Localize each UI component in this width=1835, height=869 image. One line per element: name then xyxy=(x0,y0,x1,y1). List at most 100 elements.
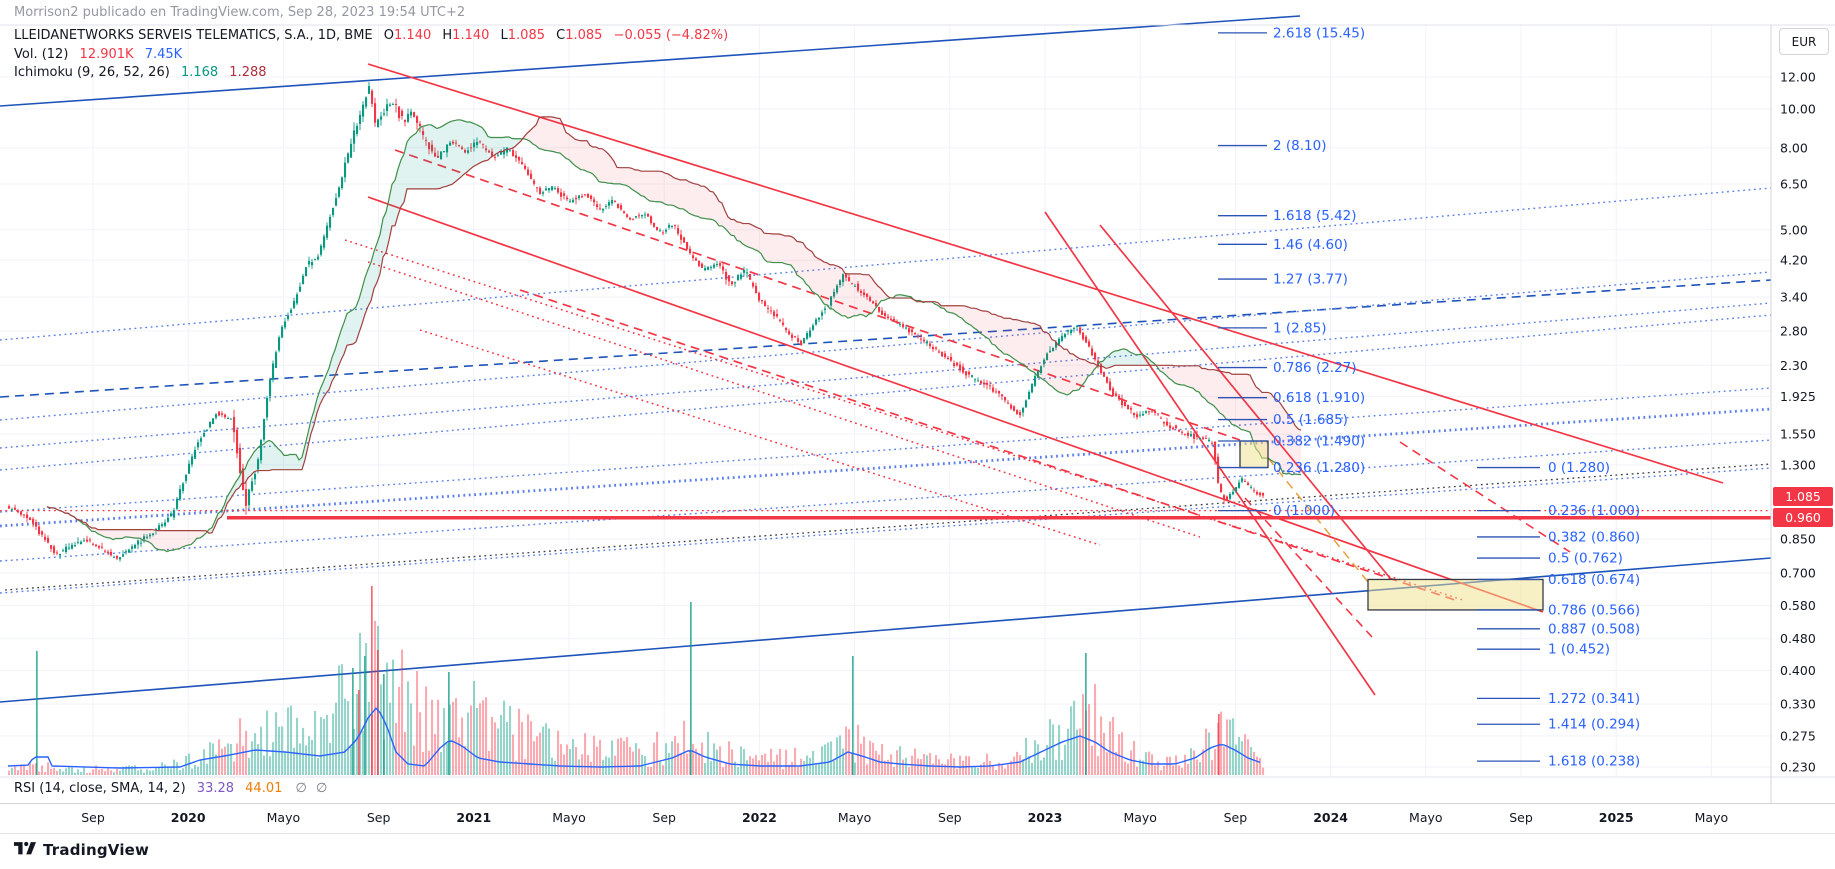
time-tick-label[interactable]: 2021 xyxy=(456,810,492,825)
red-dashed-steep-2[interactable] xyxy=(1399,441,1571,553)
tradingview-logo-icon[interactable] xyxy=(14,840,36,859)
fib-set-1-label[interactable]: 0 (1.000) xyxy=(1273,503,1335,519)
fib-set-1-label[interactable]: 0.236 (1.280) xyxy=(1273,460,1365,476)
price-tick-label[interactable]: 0.850 xyxy=(1780,531,1816,546)
price-tick-label[interactable]: 1.550 xyxy=(1780,427,1816,442)
fib-set-2-label[interactable]: 1 (0.452) xyxy=(1548,642,1610,658)
fib-set-2-label[interactable]: 0.786 (0.566) xyxy=(1548,602,1640,618)
time-tick-label[interactable]: Sep xyxy=(938,810,962,825)
breakdown-zone-box[interactable] xyxy=(1239,440,1269,469)
fan-8[interactable] xyxy=(0,467,1772,594)
fib-set-1-label[interactable]: 1 (2.85) xyxy=(1273,320,1326,336)
time-tick-label[interactable]: Mayo xyxy=(837,810,872,825)
fib-set-2-label[interactable]: 1.272 (0.341) xyxy=(1548,691,1640,707)
fib-set-2-label[interactable]: 0.236 (1.000) xyxy=(1548,503,1640,519)
red-dotted-2[interactable] xyxy=(367,261,1201,538)
time-tick-label[interactable]: Sep xyxy=(81,810,105,825)
time-tick-label[interactable]: 2023 xyxy=(1027,810,1063,825)
price-tick-label[interactable]: 6.50 xyxy=(1780,176,1808,191)
time-tick-label[interactable]: 2020 xyxy=(170,810,206,825)
fib-set-1-label[interactable]: 1.27 (3.77) xyxy=(1273,272,1348,288)
fan-2[interactable] xyxy=(0,271,1772,421)
time-tick-label[interactable]: Mayo xyxy=(266,810,301,825)
fib-set-1-label[interactable]: 2 (8.10) xyxy=(1273,138,1326,154)
symbol-title[interactable]: LLEIDANETWORKS SERVEIS TELEMATICS, S.A.,… xyxy=(14,28,373,43)
rsi-hide-icon-2[interactable]: ∅ xyxy=(315,781,328,796)
price-tick-label[interactable]: 0.275 xyxy=(1780,728,1816,743)
time-tick-label[interactable]: Mayo xyxy=(1409,810,1443,825)
price-tick-label[interactable]: 0.230 xyxy=(1780,760,1816,775)
red-channel-low[interactable] xyxy=(367,196,1544,613)
fib-set-1-label[interactable]: 0.786 (2.27) xyxy=(1273,360,1357,376)
volume-ma-line xyxy=(7,707,1261,769)
close-label: C1.085 xyxy=(556,28,603,43)
time-tick-label[interactable]: Sep xyxy=(1509,810,1533,825)
fib-set-2-label[interactable]: 0.382 (0.860) xyxy=(1548,529,1640,545)
ichimoku-label[interactable]: Ichimoku (9, 26, 52, 26) xyxy=(14,65,170,80)
boxes-layer[interactable] xyxy=(1239,440,1544,611)
time-tick-label[interactable]: Sep xyxy=(1223,810,1248,825)
volume-spike xyxy=(36,651,38,775)
tan-dashed-connector[interactable] xyxy=(1267,457,1369,583)
price-tick-label[interactable]: 1.300 xyxy=(1780,457,1816,472)
price-tick-label[interactable]: 5.00 xyxy=(1780,222,1808,237)
red-dashed-steep-1[interactable] xyxy=(1244,497,1373,638)
price-tick-label[interactable]: 0.480 xyxy=(1780,631,1816,646)
red-dotted-1[interactable] xyxy=(344,239,1464,601)
fib-set-1-label[interactable]: 0.618 (1.910) xyxy=(1273,390,1365,406)
time-tick-label[interactable]: Sep xyxy=(366,810,391,825)
fib-set-1-label[interactable]: 0.382 (1.490) xyxy=(1273,434,1365,450)
grid-layer xyxy=(0,25,1771,777)
tradingview-brand-text[interactable]: TradingView xyxy=(43,840,150,859)
fan-3[interactable] xyxy=(0,302,1772,449)
time-axis[interactable]: Sep 2020 Mayo Sep 2021 Mayo Sep 2022 Mayo Sep 2023… xyxy=(0,803,1835,834)
rsi-hide-icon-1[interactable]: ∅ xyxy=(295,781,307,796)
price-tick-label[interactable]: 10.00 xyxy=(1780,101,1816,116)
price-tick-label[interactable]: 2.30 xyxy=(1780,358,1808,373)
fan-1[interactable] xyxy=(0,187,1772,341)
time-tick-label[interactable]: 2022 xyxy=(741,810,777,825)
volume-spike xyxy=(448,672,450,775)
fib-set-1-label[interactable]: 1.618 (5.42) xyxy=(1273,208,1357,224)
price-tick-label[interactable]: 8.00 xyxy=(1780,140,1808,155)
rsi-label[interactable]: RSI (14, close, SMA, 14, 2) xyxy=(14,781,186,796)
trendlines-layer[interactable] xyxy=(0,15,1772,703)
fib-set-2-label[interactable]: 0.618 (0.674) xyxy=(1548,572,1640,588)
currency-button[interactable]: EUR xyxy=(1779,28,1829,55)
volume-label[interactable]: Vol. (12) xyxy=(14,46,69,62)
time-tick-label[interactable]: 2025 xyxy=(1598,810,1634,825)
fib-layer[interactable]: 2.618 (15.45) 2 (8.10) 1.618 (5.42) 1.46 (4… xyxy=(1218,25,1640,770)
time-tick-label[interactable]: Mayo xyxy=(552,810,586,825)
price-tick-label[interactable]: 12.00 xyxy=(1780,70,1816,85)
fib-set-2-label[interactable]: 0 (1.280) xyxy=(1548,460,1610,476)
blue-dashed-trend[interactable] xyxy=(0,279,1772,398)
price-tick-label[interactable]: 0.400 xyxy=(1780,663,1816,678)
time-tick-label[interactable]: Mayo xyxy=(1123,810,1157,825)
fib-set-1-label[interactable]: 0.5 (1.685) xyxy=(1273,412,1348,428)
time-tick-label[interactable]: 2024 xyxy=(1313,810,1348,825)
price-tick-label[interactable]: 0.700 xyxy=(1780,565,1816,580)
time-tick-label[interactable]: Mayo xyxy=(1694,810,1729,825)
fib-set-1-label[interactable]: 1.46 (4.60) xyxy=(1273,237,1348,253)
time-tick-label[interactable]: Sep xyxy=(652,810,676,825)
price-tick-label[interactable]: 4.20 xyxy=(1780,253,1808,268)
blue-trend-upper[interactable] xyxy=(0,15,1301,107)
fib-set-2-label[interactable]: 1.414 (0.294) xyxy=(1548,717,1640,733)
red-channel-top[interactable] xyxy=(367,63,1724,484)
red-steep-1[interactable] xyxy=(1044,211,1376,696)
red-dotted-3[interactable] xyxy=(419,329,1101,546)
price-tick-label[interactable]: 2.80 xyxy=(1780,323,1808,338)
fib-set-2-label[interactable]: 0.887 (0.508) xyxy=(1548,621,1640,637)
price-tick-label[interactable]: 1.925 xyxy=(1780,389,1816,404)
target-zone-box[interactable] xyxy=(1367,578,1544,611)
fib-set-1-label[interactable]: 2.618 (15.45) xyxy=(1273,25,1365,41)
price-tick-label[interactable]: 0.330 xyxy=(1780,697,1816,712)
price-tick-label[interactable]: 3.40 xyxy=(1780,290,1808,305)
price-tick-label[interactable]: 0.580 xyxy=(1780,598,1816,613)
fib-set-2-label[interactable]: 0.5 (0.762) xyxy=(1548,551,1623,567)
volume-spike xyxy=(377,650,379,775)
black-dotted-trend[interactable] xyxy=(4,463,1772,591)
fib-set-2-label[interactable]: 1.618 (0.238) xyxy=(1548,754,1640,770)
